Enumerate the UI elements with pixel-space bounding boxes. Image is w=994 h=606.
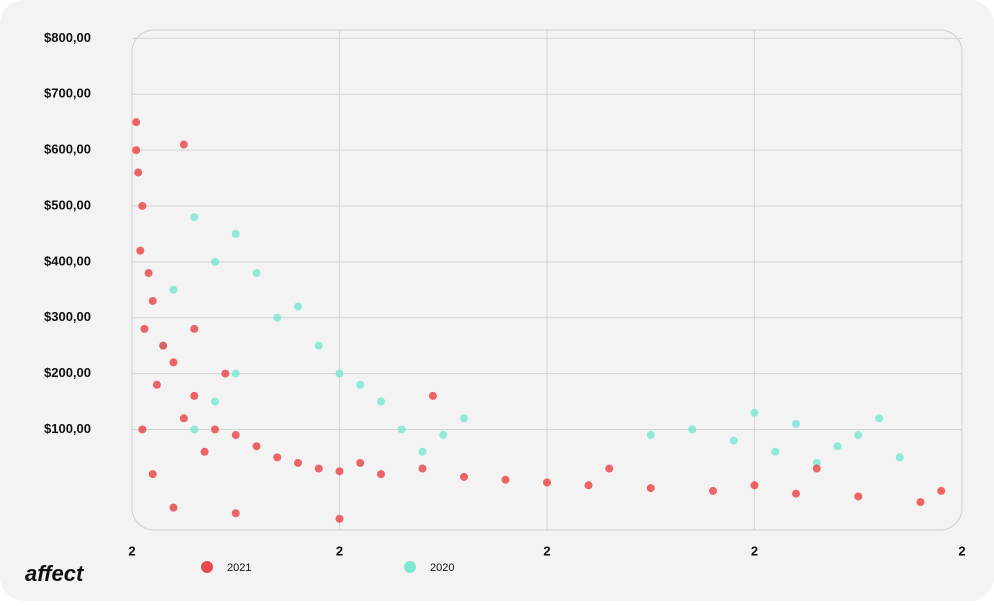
x-tick-label: 2 [958, 543, 965, 558]
point [169, 358, 178, 367]
point [211, 257, 219, 266]
point [190, 324, 199, 333]
point [397, 425, 406, 434]
point [200, 447, 209, 456]
point [134, 168, 143, 177]
point [179, 140, 188, 149]
y-tick-label: $700,00 [44, 86, 91, 101]
point [179, 414, 188, 423]
point [812, 464, 821, 473]
point [750, 481, 759, 490]
brand: affect [25, 561, 85, 586]
y-tick-label: $400,00 [44, 253, 91, 268]
point [132, 118, 141, 127]
point [356, 458, 365, 467]
x-tick-label: 2 [336, 543, 343, 558]
y-tick-label: $200,00 [44, 365, 91, 380]
point [231, 229, 240, 238]
point [190, 425, 199, 434]
point [169, 285, 178, 294]
point [273, 313, 282, 322]
point [543, 478, 551, 487]
point [377, 470, 385, 479]
point [211, 397, 219, 406]
point [771, 447, 780, 456]
legend-label: 2020 [430, 562, 454, 574]
point [418, 464, 427, 473]
point [377, 397, 385, 406]
point [221, 369, 230, 378]
point [418, 447, 427, 456]
y-tick-label: $100,00 [44, 421, 91, 436]
point [152, 380, 161, 389]
point [895, 453, 904, 462]
point [231, 431, 240, 440]
point [792, 419, 800, 428]
point [159, 341, 168, 350]
point [190, 213, 199, 222]
x-tick-label: 2 [543, 543, 550, 558]
point [294, 458, 302, 467]
point [190, 391, 199, 400]
point [750, 408, 759, 417]
point [460, 414, 468, 423]
point [148, 470, 157, 479]
point [335, 514, 344, 523]
point [646, 431, 655, 440]
point [688, 425, 697, 434]
point [356, 380, 365, 389]
point [140, 324, 149, 333]
point [428, 391, 437, 400]
point [937, 486, 946, 495]
y-tick-label: $600,00 [44, 142, 91, 157]
legend-label: 2021 [227, 562, 251, 574]
point [138, 201, 147, 210]
point [833, 442, 842, 451]
point [138, 425, 147, 434]
point [294, 302, 302, 311]
point [709, 486, 717, 495]
point [875, 414, 883, 423]
point [252, 269, 261, 278]
point [812, 458, 821, 467]
point [314, 341, 323, 350]
x-tick-label: 2 [751, 543, 758, 558]
point [314, 464, 323, 473]
point [252, 442, 261, 451]
point [144, 269, 153, 278]
point [729, 436, 738, 445]
point [231, 509, 240, 518]
point [584, 481, 593, 490]
point [132, 146, 141, 155]
x-tick-label: 2 [128, 543, 135, 558]
legend-swatch [404, 561, 416, 573]
y-tick-label: $500,00 [44, 197, 91, 212]
point [335, 369, 344, 378]
point [439, 431, 448, 440]
point [169, 503, 178, 512]
point [854, 492, 863, 501]
point [605, 464, 614, 473]
point [646, 484, 655, 493]
legend-swatch [201, 561, 213, 573]
point [460, 472, 468, 481]
point [136, 246, 145, 255]
point [148, 296, 157, 305]
y-tick-label: $800,00 [44, 30, 91, 45]
point [335, 467, 344, 476]
point [501, 475, 510, 484]
point [211, 425, 219, 434]
point [792, 489, 800, 498]
point [273, 453, 282, 462]
point [916, 498, 925, 507]
point [231, 369, 240, 378]
y-tick-label: $300,00 [44, 309, 91, 324]
point [854, 431, 863, 440]
